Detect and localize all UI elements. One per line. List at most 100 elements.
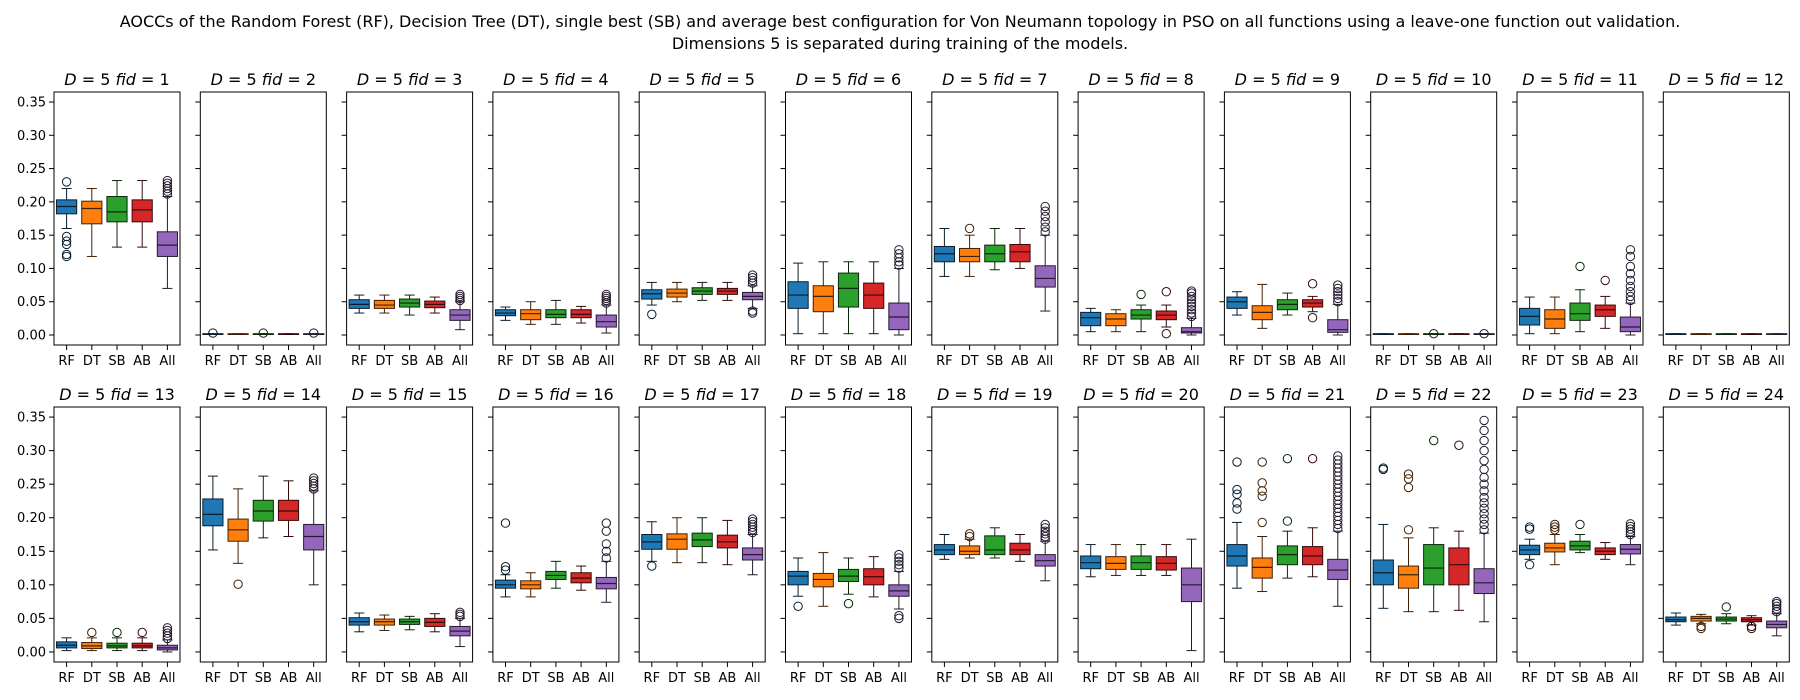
axes-frame — [1516, 406, 1644, 663]
panel-title: D = 5 fid = 7 — [942, 70, 1047, 89]
x-tick-label: DT — [1546, 671, 1564, 686]
iqr-box — [837, 272, 860, 308]
panel-title: D = 5 fid = 1 — [64, 70, 169, 89]
panel-title-d: D — [1376, 70, 1388, 89]
outlier-point — [964, 531, 975, 542]
box-sb — [837, 557, 860, 609]
x-tick-label: AB — [1743, 354, 1761, 369]
panel-title: D = 5 fid = 12 — [1668, 70, 1784, 89]
outlier-point — [1186, 286, 1197, 296]
outlier-point — [87, 627, 97, 638]
box-sb — [691, 517, 713, 564]
box-rf — [787, 557, 809, 612]
panel-title-d-value: = 5 — [949, 385, 988, 404]
box-rf — [1226, 457, 1248, 589]
x-tick-label: AB — [1743, 671, 1761, 686]
outlier-point — [258, 328, 268, 338]
x-tick-label: All — [306, 671, 322, 686]
panel-title-d-value: = 5 — [77, 70, 116, 89]
axes-frame — [1077, 91, 1205, 346]
iqr-box — [641, 289, 663, 300]
outlier-point — [1307, 453, 1318, 464]
box-all — [1180, 538, 1203, 652]
iqr-box — [303, 523, 325, 551]
iqr-box — [131, 199, 153, 223]
outlier-point — [208, 328, 218, 338]
panel-title: D = 5 fid = 9 — [1235, 70, 1340, 89]
box-all — [888, 245, 910, 336]
x-tick-label: AB — [1450, 354, 1468, 369]
x-tick-label: DT — [1107, 354, 1125, 369]
x-tick-label: RF — [1229, 671, 1246, 686]
outlier-point — [1479, 445, 1489, 456]
box-all — [303, 328, 325, 338]
panel-title-d: D — [352, 385, 364, 404]
iqr-box — [1251, 557, 1273, 579]
iqr-box — [787, 570, 809, 586]
x-tick-label: AB — [572, 671, 590, 686]
panel-title-d: D — [1522, 70, 1534, 89]
panel-title-d-value: = 5 — [218, 385, 257, 404]
outlier-point — [1479, 525, 1489, 535]
panel-title-d-value: = 5 — [1388, 385, 1427, 404]
box-dt — [373, 614, 395, 631]
outlier-point — [1040, 523, 1050, 533]
x-tick-label: DT — [1546, 354, 1564, 369]
panel-title-d: D — [1522, 385, 1534, 404]
box-rf — [1519, 522, 1541, 570]
outlier-point — [61, 251, 72, 262]
outlier-point — [61, 177, 72, 187]
outlier-point — [647, 309, 657, 320]
outlier-point — [747, 517, 758, 527]
box-sb — [1569, 519, 1591, 554]
box-dt — [1397, 469, 1420, 613]
outlier-point — [1625, 519, 1636, 529]
outlier-point — [500, 565, 511, 575]
box-sb — [106, 180, 128, 248]
panel-title: D = 5 fid = 18 — [791, 385, 907, 404]
y-tick-label: 0.15 — [17, 545, 46, 560]
axes-frame — [492, 91, 620, 346]
figure-title-line-1: AOCCs of the Random Forest (RF), Decisio… — [120, 12, 1681, 31]
panel-fid-12: D = 5 fid = 12 RF DT SB AB All — [1658, 70, 1790, 369]
x-tick-label: SB — [547, 671, 564, 686]
box-ab — [131, 180, 153, 248]
box-all — [595, 289, 617, 334]
panel-title-fid-value: = 7 — [1014, 70, 1048, 89]
box-ab — [1155, 287, 1177, 339]
panel-title-d: D — [205, 385, 217, 404]
x-tick-label: SB — [108, 671, 125, 686]
x-tick-label: All — [1037, 354, 1053, 369]
panel-fid-19: D = 5 fid = 19 RF DT SB AB All — [926, 385, 1059, 686]
box-rf — [933, 534, 955, 560]
axes-frame — [638, 91, 766, 346]
box-rf — [494, 518, 517, 598]
box-rf — [1080, 544, 1102, 578]
iqr-box — [1327, 319, 1349, 333]
box-dt — [520, 572, 542, 598]
outlier-point — [1282, 453, 1293, 464]
box-ab — [277, 480, 300, 538]
iqr-box — [1327, 558, 1349, 580]
outlier-point — [894, 563, 904, 573]
axes-frame — [785, 406, 912, 663]
axes-frame — [53, 91, 181, 346]
box-sb — [1130, 544, 1152, 576]
y-tick-label: 0.20 — [17, 195, 46, 210]
panel-title-fid-value: = 2 — [282, 70, 316, 89]
outlier-point — [1479, 455, 1489, 466]
box-ab — [863, 556, 885, 598]
outlier-point — [747, 514, 758, 524]
iqr-box — [373, 299, 395, 309]
outlier-point — [1625, 524, 1636, 534]
box-dt — [1544, 296, 1566, 335]
iqr-box — [1226, 296, 1248, 309]
outlier-point — [1333, 280, 1343, 290]
box-sb — [252, 475, 274, 539]
panel-title-fid-value: = 24 — [1740, 385, 1784, 404]
panel-title-d: D — [503, 70, 515, 89]
box-dt — [373, 294, 395, 314]
panel-fid-14: D = 5 fid = 14 RF DT SB AB All — [195, 385, 327, 686]
outlier-point — [1429, 328, 1439, 339]
panel-title-fid: fid — [696, 385, 717, 404]
